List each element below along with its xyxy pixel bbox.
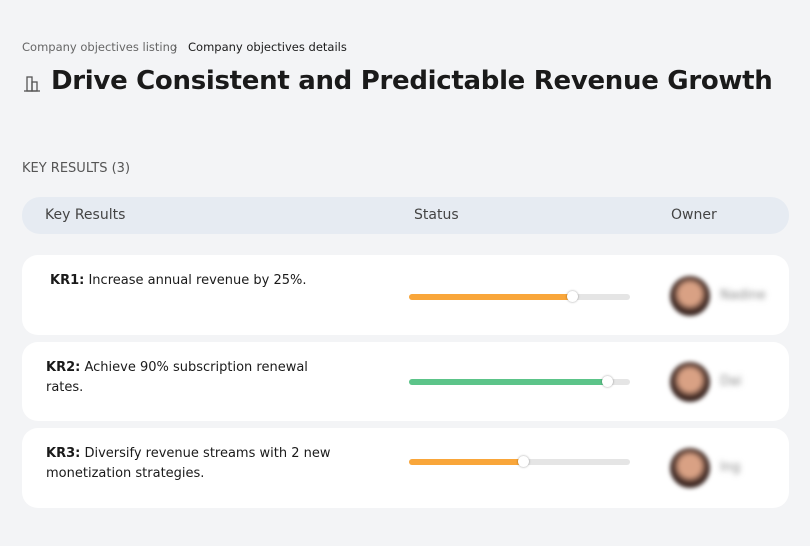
key-result-description: Diversify revenue streams with 2 new mon… — [46, 446, 331, 481]
key-result-description: Achieve 90% subscription renewal rates. — [46, 360, 308, 395]
progress-knob — [601, 376, 613, 387]
progress-fill — [409, 379, 608, 385]
progress-track — [409, 376, 630, 387]
key-result-label: KR2: — [46, 360, 81, 375]
progress-track — [409, 456, 630, 467]
owner-name: Dai — [720, 374, 742, 389]
key-result-text: KR3: Diversify revenue streams with 2 ne… — [46, 444, 346, 484]
key-result-label: KR3: — [46, 446, 81, 461]
owner-avatar — [670, 362, 710, 402]
key-result-row[interactable]: KR2: Achieve 90% subscription renewal ra… — [22, 342, 789, 421]
breadcrumb-link[interactable]: Company objectives listing — [22, 40, 178, 54]
building-icon — [24, 76, 40, 92]
breadcrumb-separator: › — [173, 40, 178, 54]
owner-name: Ing — [720, 460, 741, 475]
column-header: Status — [414, 207, 459, 223]
owner-avatar — [670, 448, 710, 488]
table-header: Key Results Status Owner — [22, 197, 789, 234]
key-result-text: KR1: Increase annual revenue by 25%. — [50, 271, 350, 291]
section-title: KEY RESULTS (3) — [22, 161, 131, 176]
key-result-row[interactable]: KR1: Increase annual revenue by 25%. Nadi… — [22, 255, 789, 335]
progress-fill — [409, 459, 524, 465]
breadcrumb-current: Company objectives details — [188, 40, 347, 54]
key-result-description: Increase annual revenue by 25%. — [88, 273, 307, 288]
key-result-label: KR1: — [50, 273, 85, 288]
column-header: Key Results — [45, 207, 126, 223]
progress-knob — [517, 456, 529, 467]
progress-knob — [566, 291, 578, 302]
page-title: Drive Consistent and Predictable Revenue… — [51, 66, 773, 96]
key-result-row[interactable]: KR3: Diversify revenue streams with 2 ne… — [22, 428, 789, 508]
progress-track — [409, 291, 630, 302]
owner-avatar — [670, 276, 710, 316]
column-header: Owner — [671, 207, 717, 223]
progress-fill — [409, 294, 573, 300]
owner-name: Nadine — [720, 288, 766, 303]
key-result-text: KR2: Achieve 90% subscription renewal ra… — [46, 358, 346, 398]
